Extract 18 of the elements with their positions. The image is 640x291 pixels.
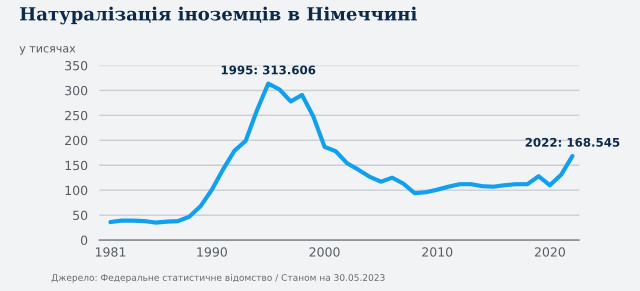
x-tick-label: 1981 (96, 247, 126, 257)
annotation: 2022: 168.545 (526, 138, 620, 147)
y-tick-label: 350 (65, 60, 88, 70)
x-tick-label: 2020 (534, 247, 565, 257)
text: Джерело: Федеральне статистичне відомство / Станом на 30.05.2023 (52, 274, 385, 283)
y-tick-label: 0 (80, 236, 88, 245)
x-tick-label: 2000 (310, 247, 340, 257)
x-tick-label: 2010 (422, 247, 452, 257)
y-axis-title: у тисячах (20, 46, 76, 55)
y-tick-label: 150 (66, 160, 88, 170)
chart-title: Натуралізація іноземців в Німеччині (20, 6, 417, 24)
y-tick-label: 200 (65, 136, 88, 146)
y-tick-label: 100 (66, 186, 88, 196)
y-tick-label: 300 (65, 86, 88, 96)
y-tick-label: 50 (73, 210, 88, 220)
x-tick-label: 1990 (197, 247, 227, 257)
y-tick-label: 250 (65, 110, 88, 120)
annotation: 1995: 313.606 (222, 65, 316, 74)
